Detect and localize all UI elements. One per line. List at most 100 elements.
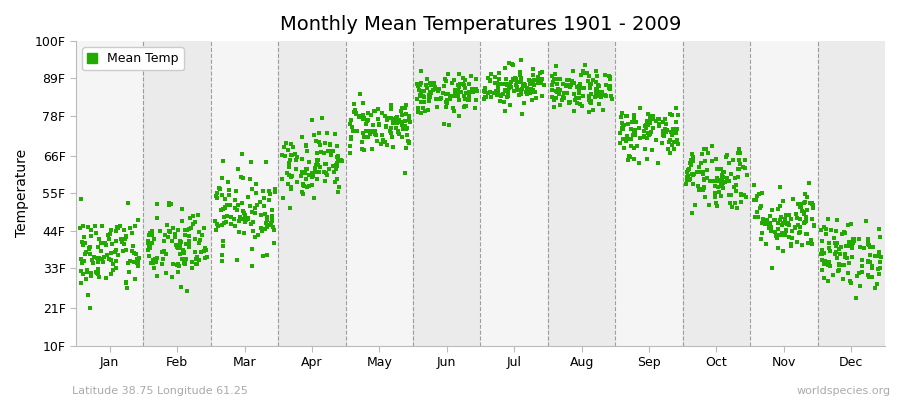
Point bbox=[87, 254, 102, 260]
Point bbox=[356, 115, 371, 121]
Point bbox=[127, 250, 141, 256]
Point bbox=[636, 128, 651, 134]
Point bbox=[658, 126, 672, 132]
Point bbox=[374, 132, 389, 138]
Point bbox=[383, 128, 398, 134]
Point bbox=[520, 90, 535, 97]
Point bbox=[214, 206, 229, 213]
Point bbox=[140, 246, 155, 253]
Point bbox=[318, 178, 332, 184]
Point bbox=[131, 258, 146, 265]
Point bbox=[659, 120, 673, 127]
Point bbox=[719, 152, 733, 158]
Point bbox=[416, 93, 430, 99]
Point bbox=[367, 127, 382, 134]
Point bbox=[249, 181, 264, 187]
Point bbox=[845, 245, 859, 252]
Point bbox=[178, 241, 193, 248]
Point bbox=[384, 134, 399, 140]
Point bbox=[847, 238, 861, 244]
Point bbox=[183, 244, 197, 250]
Point bbox=[584, 81, 598, 87]
Point bbox=[401, 117, 416, 123]
Point bbox=[451, 87, 465, 94]
Point bbox=[478, 94, 492, 101]
Point bbox=[638, 146, 652, 152]
Point bbox=[826, 234, 841, 241]
Point bbox=[328, 179, 342, 185]
Point bbox=[717, 169, 732, 175]
Point bbox=[562, 99, 577, 106]
Point bbox=[171, 227, 185, 234]
Point bbox=[508, 75, 523, 81]
Point bbox=[282, 159, 296, 166]
Point bbox=[256, 203, 271, 209]
Point bbox=[588, 94, 602, 101]
Point bbox=[391, 129, 405, 136]
Text: worldspecies.org: worldspecies.org bbox=[796, 386, 891, 396]
Point bbox=[347, 109, 362, 116]
Point bbox=[199, 247, 213, 254]
Point bbox=[91, 270, 105, 277]
Point bbox=[195, 232, 210, 238]
Point bbox=[248, 204, 262, 211]
Point bbox=[170, 242, 184, 248]
Point bbox=[256, 188, 271, 194]
Point bbox=[125, 248, 140, 254]
Point bbox=[189, 261, 203, 268]
Point bbox=[817, 224, 832, 230]
Point bbox=[145, 228, 159, 234]
Point bbox=[265, 207, 279, 214]
Bar bbox=[346, 41, 413, 346]
Point bbox=[414, 68, 428, 74]
Point bbox=[165, 274, 179, 280]
Point bbox=[75, 238, 89, 245]
Point bbox=[299, 176, 313, 183]
Y-axis label: Temperature: Temperature bbox=[15, 149, 29, 238]
Point bbox=[402, 119, 417, 125]
Point bbox=[423, 94, 437, 100]
Point bbox=[346, 128, 360, 134]
Point bbox=[806, 205, 820, 211]
Point bbox=[444, 93, 458, 99]
Point bbox=[755, 230, 770, 236]
Point bbox=[344, 117, 358, 123]
Point bbox=[845, 236, 859, 242]
Point bbox=[661, 146, 675, 152]
Point bbox=[173, 238, 187, 244]
Point bbox=[724, 170, 738, 177]
Point bbox=[814, 251, 829, 257]
Point bbox=[622, 152, 636, 159]
Point bbox=[822, 259, 836, 265]
Point bbox=[554, 86, 568, 93]
Point bbox=[550, 89, 564, 95]
Point bbox=[172, 262, 186, 269]
Point bbox=[185, 213, 200, 220]
Point bbox=[310, 161, 325, 168]
Point bbox=[307, 195, 321, 201]
Point bbox=[709, 177, 724, 183]
Point bbox=[307, 132, 321, 138]
Point bbox=[691, 183, 706, 190]
Point bbox=[331, 158, 346, 164]
Point bbox=[248, 190, 263, 196]
Point bbox=[320, 130, 334, 136]
Point bbox=[520, 85, 535, 92]
Point bbox=[573, 101, 588, 108]
Point bbox=[493, 92, 508, 98]
Point bbox=[565, 78, 580, 85]
Point bbox=[562, 100, 576, 107]
Point bbox=[221, 192, 236, 198]
Point bbox=[662, 139, 677, 146]
Point bbox=[320, 170, 334, 177]
Point bbox=[330, 154, 345, 160]
Point bbox=[320, 148, 335, 154]
Point bbox=[184, 258, 199, 265]
Point bbox=[346, 100, 361, 107]
Point bbox=[126, 258, 140, 265]
Point bbox=[156, 256, 170, 262]
Point bbox=[581, 97, 596, 104]
Point bbox=[799, 194, 814, 200]
Point bbox=[120, 285, 134, 292]
Point bbox=[245, 263, 259, 269]
